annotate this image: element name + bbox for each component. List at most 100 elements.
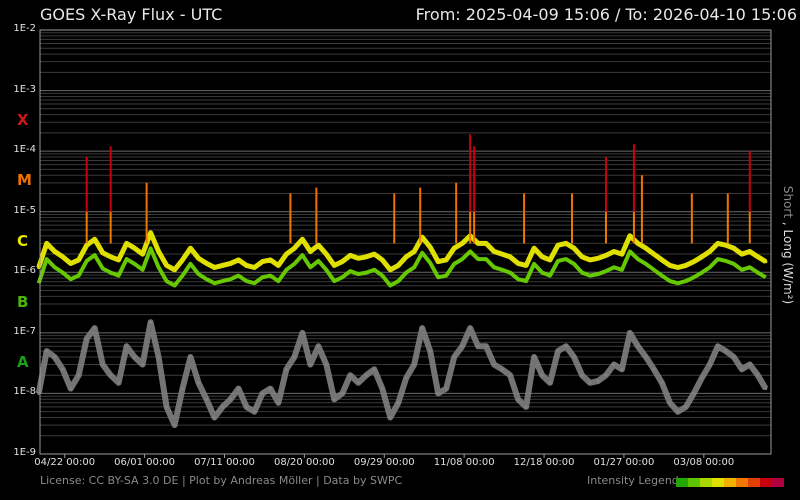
x-tick-label: 12/18 00:00 — [513, 457, 575, 468]
short-data-point — [732, 355, 736, 359]
long-data-point — [380, 258, 384, 262]
short-data-point — [316, 344, 320, 348]
flare-peaks — [85, 134, 751, 244]
short-data-point — [61, 367, 65, 371]
flare-class-m: M — [17, 171, 32, 190]
short-data-point — [700, 376, 704, 380]
long-data-point — [476, 241, 480, 245]
short-data-point — [676, 410, 680, 414]
short-data-point — [197, 381, 201, 385]
x-tick-label: 03/08 00:00 — [673, 457, 735, 468]
short-data-point — [724, 349, 728, 353]
short-data-point — [420, 326, 424, 330]
short-data-point — [532, 355, 536, 359]
long-data-point — [668, 263, 672, 267]
long-data-point — [101, 251, 105, 255]
long-data-point — [596, 256, 600, 260]
y-tick-label: 1E-7 — [13, 325, 36, 337]
long-data-point — [340, 260, 344, 264]
short-data-point — [101, 363, 105, 367]
legend-swatch — [760, 478, 772, 487]
flare-class-c: C — [17, 232, 29, 250]
long-data-point — [556, 243, 560, 247]
short-data-point — [748, 363, 752, 367]
x-tick-label: 06/01 00:00 — [114, 457, 176, 468]
long-data-point — [188, 246, 193, 250]
long-data-point — [388, 268, 392, 272]
short-data-point — [444, 387, 448, 391]
short-data-point — [53, 355, 57, 359]
long-data-point — [316, 243, 320, 247]
flare-class-x: X — [17, 110, 29, 129]
long-data-point — [692, 260, 696, 264]
long-data-point — [540, 255, 544, 259]
short-data-point — [173, 423, 177, 427]
long-data-point — [133, 246, 137, 250]
short-data-point — [548, 381, 552, 385]
long-data-point — [276, 263, 281, 267]
short-data-point — [388, 416, 392, 420]
short-data-point — [412, 363, 416, 367]
x-tick-label: 04/22 00:00 — [34, 457, 96, 468]
y-tick-label: 1E-6 — [13, 265, 36, 277]
long-data-point — [300, 237, 304, 241]
long-data-point — [260, 260, 265, 264]
long-data-point — [212, 265, 217, 270]
chart-title: GOES X-Ray Flux - UTC — [40, 5, 223, 24]
x-tick-label: 11/08 00:00 — [433, 457, 495, 468]
short-data-point — [308, 363, 312, 367]
short-data-point — [77, 373, 81, 377]
long-data-point — [148, 231, 153, 235]
long-data-point — [252, 265, 257, 270]
long-data-point — [548, 258, 552, 262]
short-data-point — [45, 349, 49, 353]
long-data-point — [220, 263, 225, 267]
long-channel-series — [36, 230, 768, 288]
long-data-point — [572, 246, 576, 250]
short-data-point — [364, 373, 368, 377]
legend-swatch — [712, 478, 724, 487]
long-data-point — [428, 245, 432, 249]
long-data-point — [748, 249, 752, 254]
long-data-point — [452, 246, 456, 250]
long-data-point — [332, 263, 336, 267]
y-tick-label: 1E-8 — [13, 386, 36, 398]
long-data-point — [500, 252, 504, 256]
long-data-point — [164, 263, 169, 267]
short-data-point — [716, 344, 720, 348]
long-data-point — [460, 241, 464, 245]
long-data-point — [756, 255, 760, 259]
x-tick-label: 07/11 00:00 — [194, 457, 255, 468]
long-data-point — [69, 261, 73, 266]
long-data-point — [700, 255, 704, 259]
short-data-point — [460, 344, 464, 348]
short-data-point — [756, 373, 760, 377]
short-data-point — [668, 401, 672, 405]
long-data-point — [109, 255, 113, 259]
long-data-point — [492, 249, 496, 254]
long-data-point — [141, 252, 145, 256]
y-axis-label: Short , Long (W/m²) — [781, 186, 795, 304]
long-data-point — [676, 265, 680, 270]
short-label: Short — [781, 185, 795, 219]
short-data-point — [181, 387, 185, 391]
short-data-point — [220, 405, 224, 409]
long-data-point — [532, 246, 536, 250]
y-tick-label: 1E-4 — [13, 144, 36, 156]
long-data-point — [284, 252, 289, 256]
long-data-point — [612, 249, 616, 254]
long-data-point — [708, 249, 712, 254]
short-data-point — [37, 391, 41, 395]
long-data-point — [444, 258, 448, 262]
short-data-point — [604, 373, 608, 377]
short-data-point — [165, 405, 169, 409]
short-data-point — [133, 355, 137, 359]
long-data-point — [564, 241, 568, 245]
long-data-point — [420, 235, 424, 239]
legend-swatch — [688, 478, 700, 487]
short-data-point — [564, 344, 568, 348]
short-data-point — [252, 410, 256, 414]
x-ticks — [64, 454, 705, 458]
short-data-point — [708, 363, 712, 367]
